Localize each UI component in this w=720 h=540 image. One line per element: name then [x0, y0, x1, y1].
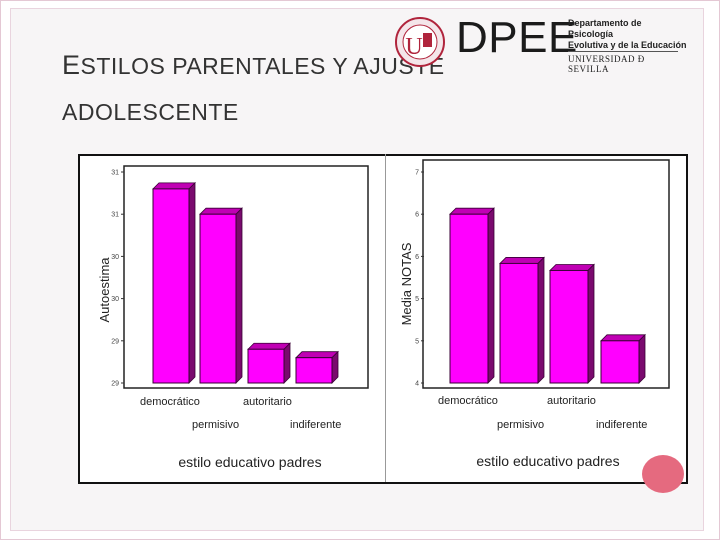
chart1-bar-top	[295, 351, 339, 359]
department-line1: Departamento de Psicología	[568, 18, 642, 39]
chart1-category-label: democrático	[140, 396, 200, 408]
chart2-bar-top	[600, 334, 646, 342]
chart1-bar-4	[295, 357, 333, 384]
slide-title-line1: STILOS PARENTALES Y AJUSTE	[80, 53, 445, 79]
chart2-category-label: democrático	[438, 395, 498, 407]
chart2-bar-side	[537, 256, 545, 384]
chart1-category-label: indiferente	[290, 419, 341, 431]
chart1-bar-top	[247, 342, 291, 350]
charts-divider	[385, 154, 386, 482]
chart1-plot-frame	[123, 165, 369, 389]
chart1-bar-top	[152, 182, 196, 190]
chart2-tick-label: 6	[415, 254, 419, 261]
chart1-tick-label: 29	[111, 338, 119, 345]
university-seal-icon: U	[395, 17, 445, 67]
chart2-bar-side	[638, 333, 646, 384]
department-name: Departamento de Psicología Evolutiva y d…	[568, 18, 688, 51]
chart2-bar-top	[499, 257, 545, 264]
chart2-tick-label: 4	[415, 381, 419, 388]
chart2-bar-4	[600, 340, 640, 384]
dpee-brand: DPEE	[456, 13, 578, 62]
chart1-tick-label: 30	[111, 254, 119, 261]
chart1-bar-side	[235, 207, 243, 384]
chart2-plot-frame	[422, 159, 670, 389]
chart2-tick-label: 5	[415, 338, 419, 345]
chart2-bar-3	[549, 269, 589, 384]
chart2-tick-label: 5	[415, 296, 419, 303]
chart2-bar-top	[449, 207, 495, 215]
logo-divider	[568, 51, 678, 52]
chart2-tick-label: 6	[415, 212, 419, 219]
chart1-category-label: permisivo	[192, 419, 239, 431]
chart1-tick-label: 31	[111, 170, 119, 177]
chart1-bar-1	[152, 188, 190, 384]
university-name: UNIVERSIDAD Ð SEVILLA	[568, 54, 645, 74]
chart2-bar-side	[487, 207, 495, 384]
chart2-category-label: permisivo	[497, 419, 544, 431]
chart2-x-axis-label: estilo educativo padres	[476, 453, 619, 469]
chart1-y-axis-label: Autoestima	[97, 257, 112, 323]
chart2-bar-1	[449, 213, 489, 384]
chart2-bar-side	[587, 263, 595, 384]
chart2-bar-2	[499, 262, 539, 384]
chart1-bar-side	[188, 181, 196, 384]
chart1-bar-2	[199, 213, 237, 384]
department-line2: Evolutiva y de la Educación	[568, 40, 687, 50]
slide-title: ESTILOS PARENTALES Y AJUSTE ADOLESCENTE	[62, 42, 552, 135]
chart1-tick-label: 30	[111, 296, 119, 303]
chart1-tick-label: 31	[111, 212, 119, 219]
chart2-bar-top	[549, 264, 595, 271]
slide-title-initial: E	[62, 50, 81, 80]
chart1-bar-top	[199, 207, 243, 215]
chart2-tick-label: 7	[415, 170, 419, 177]
chart2-y-axis-label: Media NOTAS	[399, 242, 414, 325]
chart1-bar-side	[283, 342, 291, 384]
chart1-category-label: autoritario	[243, 396, 292, 408]
chart1-bar-3	[247, 348, 285, 384]
chart1-tick-label: 29	[111, 381, 119, 388]
seal-letter: U	[405, 34, 422, 60]
slide-title-line2: ADOLESCENTE	[62, 99, 239, 125]
dpee-logo-group: U DPEE Departamento de Psicología Evolut…	[392, 13, 688, 74]
chart1-bar-side	[331, 350, 339, 384]
chart1-x-axis-label: estilo educativo padres	[178, 454, 321, 470]
chart2-category-label: indiferente	[596, 419, 647, 431]
chart2-category-label: autoritario	[547, 395, 596, 407]
decorative-circle	[642, 455, 684, 493]
